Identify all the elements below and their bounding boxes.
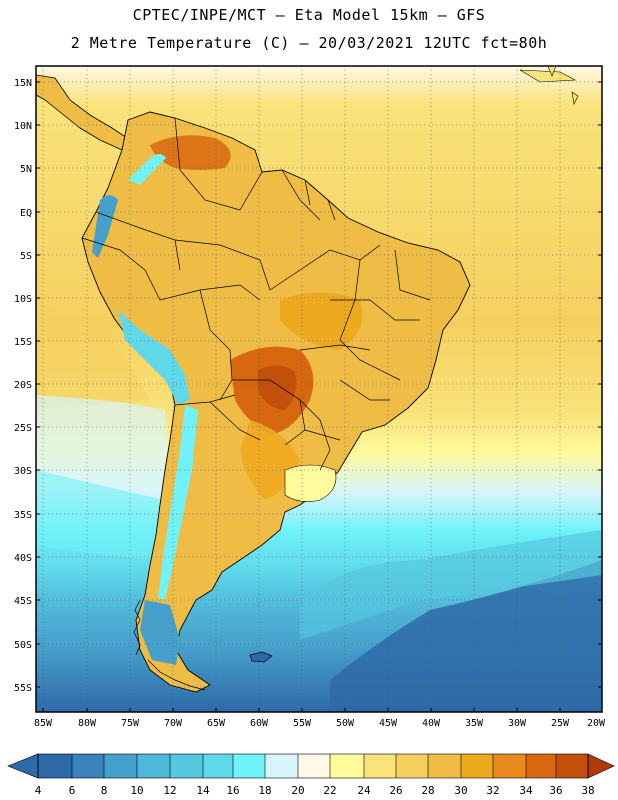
uruguay: [284, 464, 337, 502]
lat-label: 55S: [14, 683, 32, 694]
colorbar-label: 30: [454, 784, 467, 797]
lat-label: 10S: [14, 294, 32, 305]
lat-label: 25S: [14, 423, 32, 434]
lon-label: 60W: [250, 718, 269, 729]
colorbar: 4 6 8 10 12 14 16 18 20 22 24 26 28 30 3…: [7, 753, 615, 797]
cold-ocean-patch: [330, 560, 602, 712]
heat-core-north: [150, 135, 231, 170]
cool-pacific-patch: [36, 395, 170, 500]
colorbar-swatch: [104, 754, 137, 778]
lat-label: 20S: [14, 380, 32, 391]
colorbar-label: 26: [389, 784, 402, 797]
colorbar-swatch: [203, 754, 233, 778]
chile-fjords: [133, 599, 206, 691]
colorbar-swatch: [364, 754, 396, 778]
lon-axis: 85W 80W 75W 70W 65W 60W 55W 50W 45W 40W …: [34, 708, 606, 729]
lat-label: EQ: [20, 208, 32, 219]
lon-label: 40W: [422, 718, 441, 729]
colorbar-swatch: [298, 754, 330, 778]
lat-label: 10N: [14, 121, 32, 132]
lon-label: 20W: [587, 718, 606, 729]
colorbar-label: 38: [581, 784, 594, 797]
map-title: CPTEC/INPE/MCT – Eta Model 15km – GFS: [132, 6, 486, 24]
colorbar-swatch: [526, 754, 556, 778]
colorbar-swatch: [170, 754, 203, 778]
lon-label: 55W: [293, 718, 312, 729]
country-borders: [81, 117, 431, 471]
colorbar-min-arrow: [7, 753, 39, 779]
lon-label: 30W: [508, 718, 527, 729]
caribbean-islands: [519, 66, 579, 105]
lat-label: 45S: [14, 596, 32, 607]
colorbar-swatch: [396, 754, 428, 778]
heat-core-center: [258, 365, 297, 410]
andes-cold-chile: [158, 405, 198, 600]
patagonia-cold: [140, 600, 180, 665]
warm-pacific-patch: [36, 300, 150, 410]
andes-cold-colombia: [128, 154, 166, 185]
map-area: [36, 66, 602, 712]
map-frame: [35, 65, 603, 713]
colorbar-label: 32: [486, 784, 499, 797]
andes-cold-north: [92, 195, 118, 258]
colorbar-label: 4: [35, 784, 42, 797]
lat-label: 30S: [14, 466, 32, 477]
andes-cold-peru: [118, 310, 190, 405]
lon-label: 50W: [336, 718, 355, 729]
colorbar-swatch: [265, 754, 298, 778]
lon-label: 35W: [465, 718, 484, 729]
map-subtitle: 2 Metre Temperature (C) – 20/03/2021 12U…: [70, 34, 548, 52]
colorbar-label: 24: [357, 784, 371, 797]
colorbar-label: 10: [130, 784, 143, 797]
colorbar-swatch: [461, 754, 493, 778]
colorbar-max-arrow: [587, 753, 615, 779]
colorbar-swatch: [137, 754, 170, 778]
cool-ocean-band: [300, 530, 602, 640]
colorbar-swatch: [493, 754, 526, 778]
colorbar-label: 22: [323, 784, 336, 797]
lat-label: 40S: [14, 553, 32, 564]
lon-label: 70W: [164, 718, 183, 729]
lat-label: 5S: [20, 251, 32, 262]
colorbar-label: 34: [519, 784, 533, 797]
colorbar-label: 12: [163, 784, 176, 797]
colorbar-swatch: [556, 754, 588, 778]
colorbar-swatch: [233, 754, 265, 778]
cyan-pacific-patch: [36, 470, 165, 560]
colorbar-swatch: [330, 754, 364, 778]
lon-label: 65W: [207, 718, 226, 729]
lon-label: 45W: [379, 718, 398, 729]
lat-label: 35S: [14, 510, 32, 521]
colorbar-label: 18: [258, 784, 271, 797]
lat-label: 15N: [14, 78, 32, 89]
lat-axis: 15N 10N 5N EQ 5S 10S 15S 20S 25S 30S 35S…: [14, 78, 602, 694]
colorbar-label: 20: [291, 784, 304, 797]
lat-label: 15S: [14, 337, 32, 348]
lon-label: 85W: [34, 718, 53, 729]
colorbar-swatch: [428, 754, 461, 778]
colorbar-swatch: [72, 754, 104, 778]
colorbar-swatch: [38, 754, 72, 778]
lat-label: 50S: [14, 640, 32, 651]
falkland-islands: [249, 651, 273, 663]
colorbar-label: 14: [196, 784, 210, 797]
colorbar-label: 6: [69, 784, 76, 797]
colorbar-label: 8: [101, 784, 108, 797]
lon-label: 75W: [121, 718, 140, 729]
lon-label: 80W: [78, 718, 97, 729]
colorbar-label: 28: [421, 784, 434, 797]
colorbar-label: 36: [549, 784, 562, 797]
lat-label: 5N: [20, 164, 32, 175]
colorbar-label: 16: [226, 784, 239, 797]
lon-label: 25W: [551, 718, 570, 729]
